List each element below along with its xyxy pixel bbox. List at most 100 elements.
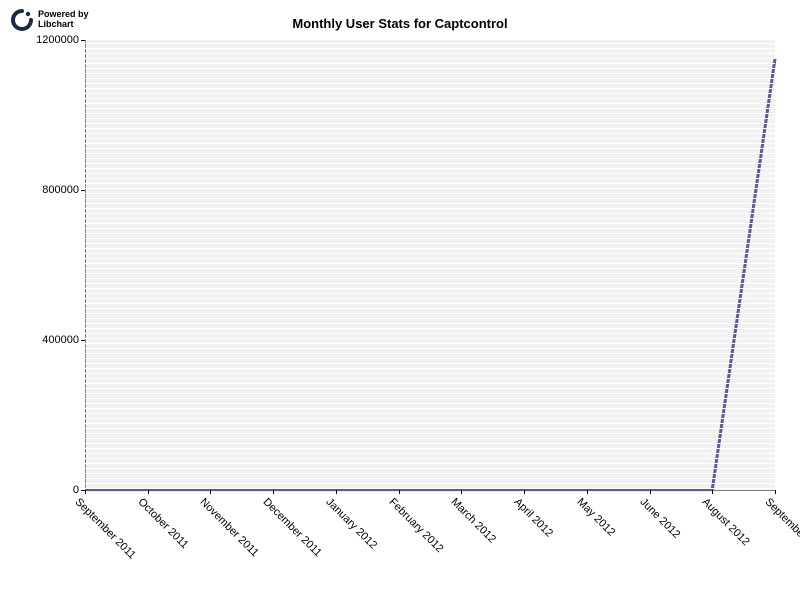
- x-tick-label: November 2011: [198, 496, 261, 559]
- grid-line: [85, 138, 775, 139]
- x-tick-label: October 2011: [135, 496, 190, 551]
- grid-line: [85, 308, 775, 309]
- grid-line: [85, 303, 775, 304]
- grid-line: [85, 188, 775, 189]
- grid-line: [85, 413, 775, 414]
- grid-line: [85, 93, 775, 94]
- chart-container: Powered by Libchart Monthly User Stats f…: [0, 0, 800, 600]
- y-tick-label: 1200000: [36, 34, 79, 46]
- grid-line: [85, 403, 775, 404]
- grid-line: [85, 458, 775, 459]
- grid-line: [85, 283, 775, 284]
- grid-line: [85, 343, 775, 344]
- grid-line: [85, 63, 775, 64]
- x-tick-mark: [210, 490, 211, 494]
- grid-line: [85, 233, 775, 234]
- grid-line: [85, 418, 775, 419]
- grid-line: [85, 253, 775, 254]
- grid-line: [85, 143, 775, 144]
- y-tick-mark: [81, 190, 85, 191]
- x-tick-mark: [148, 490, 149, 494]
- grid-line: [85, 393, 775, 394]
- grid-line: [85, 163, 775, 164]
- grid-line: [85, 113, 775, 114]
- plot-area: 04000008000001200000September 2011Octobe…: [85, 40, 775, 490]
- grid-line: [85, 433, 775, 434]
- grid-line: [85, 268, 775, 269]
- grid-line: [85, 443, 775, 444]
- grid-line: [85, 288, 775, 289]
- grid-line: [85, 373, 775, 374]
- grid-line: [85, 153, 775, 154]
- x-tick-mark: [524, 490, 525, 494]
- x-tick-mark: [650, 490, 651, 494]
- grid-line: [85, 83, 775, 84]
- grid-line: [85, 183, 775, 184]
- grid-line: [85, 483, 775, 484]
- grid-line: [85, 258, 775, 259]
- grid-line: [85, 78, 775, 79]
- grid-line: [85, 128, 775, 129]
- x-tick-mark: [336, 490, 337, 494]
- y-tick-label: 0: [73, 484, 79, 496]
- grid-line: [85, 363, 775, 364]
- grid-line: [85, 463, 775, 464]
- x-tick-label: March 2012: [449, 496, 499, 546]
- grid-line: [85, 388, 775, 389]
- grid-line: [85, 248, 775, 249]
- grid-line: [85, 148, 775, 149]
- x-tick-label: February 2012: [386, 496, 445, 555]
- grid-line: [85, 298, 775, 299]
- grid-line: [85, 423, 775, 424]
- grid-line: [85, 383, 775, 384]
- grid-line: [85, 453, 775, 454]
- x-tick-mark: [85, 490, 86, 494]
- x-tick-label: June 2012: [637, 496, 682, 541]
- grid-line: [85, 178, 775, 179]
- x-tick-label: September 2012: [763, 496, 800, 562]
- x-tick-mark: [273, 490, 274, 494]
- grid-line: [85, 133, 775, 134]
- x-tick-mark: [775, 490, 776, 494]
- grid-line: [85, 333, 775, 334]
- grid-line: [85, 313, 775, 314]
- grid-line: [85, 228, 775, 229]
- x-tick-label: April 2012: [512, 496, 556, 540]
- grid-line: [85, 293, 775, 294]
- grid-line: [85, 468, 775, 469]
- grid-line: [85, 223, 775, 224]
- y-tick-label: 800000: [42, 184, 79, 196]
- grid-line: [85, 68, 775, 69]
- chart-title: Monthly User Stats for Captcontrol: [0, 16, 800, 31]
- grid-line: [85, 218, 775, 219]
- x-tick-mark: [712, 490, 713, 494]
- grid-line: [85, 448, 775, 449]
- grid-line: [85, 378, 775, 379]
- x-tick-label: January 2012: [323, 496, 379, 552]
- grid-line: [85, 353, 775, 354]
- grid-line: [85, 123, 775, 124]
- grid-line: [85, 173, 775, 174]
- x-tick-mark: [587, 490, 588, 494]
- grid-line: [85, 58, 775, 59]
- y-tick-label: 400000: [42, 334, 79, 346]
- grid-line: [85, 203, 775, 204]
- grid-line: [85, 328, 775, 329]
- x-tick-label: December 2011: [261, 496, 324, 559]
- grid-line: [85, 368, 775, 369]
- grid-line: [85, 488, 775, 489]
- grid-line: [85, 43, 775, 44]
- grid-line: [85, 213, 775, 214]
- grid-line: [85, 348, 775, 349]
- grid-line: [85, 88, 775, 89]
- grid-line: [85, 318, 775, 319]
- y-tick-mark: [81, 340, 85, 341]
- grid-line: [85, 278, 775, 279]
- x-tick-label: May 2012: [574, 496, 617, 539]
- grid-line: [85, 473, 775, 474]
- grid-line: [85, 238, 775, 239]
- grid-line: [85, 198, 775, 199]
- grid-line: [85, 98, 775, 99]
- grid-line: [85, 53, 775, 54]
- grid-line: [85, 243, 775, 244]
